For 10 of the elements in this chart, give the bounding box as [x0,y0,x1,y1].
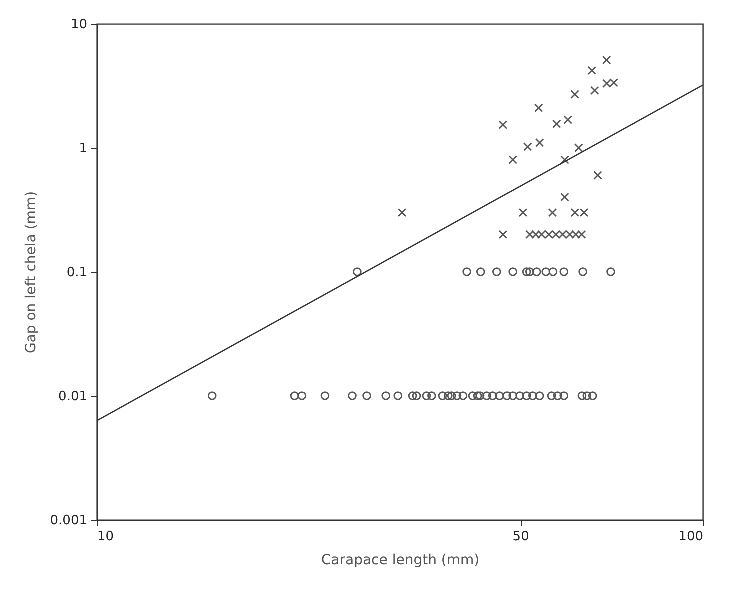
x-tick-label: 100 [678,530,704,544]
y-tick-label: 0.1 [66,266,88,280]
y-tick-label: 0.001 [50,514,88,528]
y-tick-label: 1 [79,142,88,156]
y-tick-label: 10 [70,18,88,32]
x-tick-label: 50 [512,530,530,544]
y-axis-title: Gap on left chela (mm) [23,191,40,354]
x-tick-label: 10 [98,530,114,544]
y-tick-label: 0.01 [58,390,88,404]
x-axis-title: Carapace length (mm) [321,552,480,568]
